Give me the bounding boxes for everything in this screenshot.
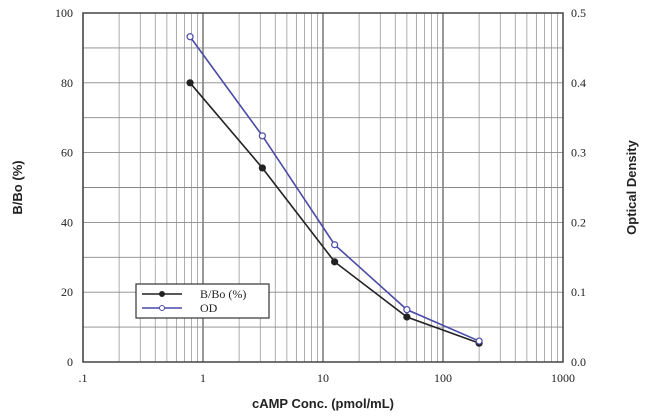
- data-point: [403, 306, 411, 314]
- y-tick-label: 80: [61, 76, 73, 90]
- legend-label: B/Bo (%): [200, 287, 246, 301]
- data-point: [258, 164, 266, 172]
- y-tick-label: 0: [67, 355, 73, 369]
- legend-marker: [159, 291, 165, 297]
- data-point: [475, 337, 483, 345]
- x-tick-label: 100: [434, 371, 452, 385]
- data-point: [186, 33, 194, 41]
- x-tick-label: .1: [79, 371, 88, 385]
- y-tick-label: 100: [55, 6, 73, 20]
- x-tick-label: 1: [200, 371, 206, 385]
- y-tick-label: 20: [61, 285, 73, 299]
- y-tick-label: 40: [61, 215, 73, 229]
- x-axis-label: cAMP Conc. (pmol/mL): [252, 396, 394, 411]
- y2-tick-label: 0.1: [571, 285, 586, 299]
- y2-tick-label: 0.5: [571, 6, 586, 20]
- y-tick-label: 60: [61, 146, 73, 160]
- x-tick-label: 10: [317, 371, 329, 385]
- data-point: [331, 258, 339, 266]
- data-point: [186, 79, 194, 87]
- legend-box: [135, 283, 270, 319]
- data-point: [403, 313, 411, 321]
- y-axis-label: B/Bo (%): [10, 160, 25, 214]
- y2-tick-label: 0.2: [571, 215, 586, 229]
- x-tick-label: 1000: [551, 371, 575, 385]
- legend-marker: [159, 305, 165, 311]
- y2-tick-label: 0.0: [571, 355, 586, 369]
- data-point: [331, 241, 339, 249]
- legend-label: OD: [200, 301, 218, 315]
- y2-axis-label: Optical Density: [624, 139, 639, 234]
- data-point: [258, 132, 266, 140]
- plot-frame: [82, 12, 564, 363]
- y2-tick-label: 0.4: [571, 76, 586, 90]
- y2-tick-label: 0.3: [571, 146, 586, 160]
